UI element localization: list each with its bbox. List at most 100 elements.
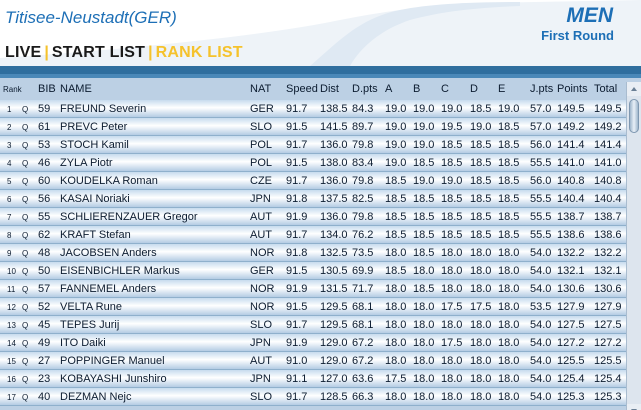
tab-live[interactable]: LIVE <box>5 44 42 61</box>
row-judge-e: 18.5 <box>498 175 520 187</box>
table-row[interactable]: 10 Q 50 EISENBICHLER Markus GER 91.5 130.5 69.9… <box>0 262 626 280</box>
row-judge-e: 18.5 <box>498 193 520 205</box>
row-judge-a: 19.0 <box>385 103 407 115</box>
table-row[interactable]: 5 Q 60 KOUDELKA Roman CZE 91.7 136.0 79.8 18.5 19… <box>0 172 626 190</box>
table-row[interactable]: 2 Q 61 PREVC Peter SLO 91.5 141.5 89.7 19.0 19.0 1… <box>0 118 626 136</box>
row-distance: 136.0 <box>320 175 348 187</box>
table-row[interactable]: 15 Q 27 POPPINGER Manuel AUT 91.0 129.0 67.2 18.… <box>0 352 626 370</box>
row-judge-b: 18.5 <box>413 247 435 259</box>
row-qualified-flag: Q <box>22 141 29 150</box>
row-points: 138.7 <box>557 211 585 223</box>
col-header-nat: NAT <box>250 83 272 95</box>
scroll-up-arrow-icon[interactable] <box>627 82 641 96</box>
col-header-a: A <box>385 83 393 95</box>
row-distance-points: 67.2 <box>352 355 374 367</box>
row-judge-e: 18.0 <box>498 391 520 403</box>
row-judge-a: 18.0 <box>385 355 407 367</box>
table-row[interactable]: 7 Q 55 SCHLIERENZAUER Gregor AUT 91.9 136.0 79.… <box>0 208 626 226</box>
row-speed: 91.5 <box>286 301 308 313</box>
row-points: 141.4 <box>557 139 585 151</box>
row-judge-d: 17.5 <box>470 301 492 313</box>
row-rank: 5 <box>7 177 12 186</box>
row-judge-points: 57.0 <box>530 103 552 115</box>
row-rank: 7 <box>7 213 12 222</box>
col-header-name: NAME <box>60 83 92 95</box>
row-judge-c: 18.0 <box>441 355 463 367</box>
row-total: 141.0 <box>594 157 622 169</box>
row-nation: NOR <box>250 283 275 295</box>
tab-separator: | <box>148 44 153 61</box>
table-row[interactable]: 4 Q 46 ZYLA Piotr POL 91.5 138.0 83.4 19.0 18.5 18… <box>0 154 626 172</box>
row-distance: 129.5 <box>320 319 348 331</box>
row-judge-d: 18.5 <box>470 193 492 205</box>
table-row[interactable]: 13 Q 45 TEPES Jurij SLO 91.7 129.5 68.1 18.0 18.0… <box>0 316 626 334</box>
row-points: 149.5 <box>557 103 585 115</box>
row-total: 127.2 <box>594 337 622 349</box>
row-athlete-name: EISENBICHLER Markus <box>60 265 180 277</box>
table-row[interactable]: 9 Q 48 JACOBSEN Anders NOR 91.8 132.5 73.5 18.0 1… <box>0 244 626 262</box>
scroll-down-arrow-icon[interactable] <box>627 404 641 410</box>
row-judge-d: 18.0 <box>470 373 492 385</box>
row-judge-b: 18.0 <box>413 265 435 277</box>
table-row[interactable]: 11 Q 57 FANNEMEL Anders NOR 91.9 131.5 71.7 18.0… <box>0 280 626 298</box>
row-judge-b: 18.0 <box>413 355 435 367</box>
col-header-points: Points <box>557 83 588 95</box>
row-judge-d: 18.5 <box>470 229 492 241</box>
row-athlete-name: FANNEMEL Anders <box>60 283 157 295</box>
row-nation: GER <box>250 265 274 277</box>
row-athlete-name: KASAI Noriaki <box>60 193 130 205</box>
row-nation: SLO <box>250 121 273 133</box>
table-row[interactable]: 14 Q 49 ITO Daiki JPN 91.9 129.0 67.2 18.0 18.0 17… <box>0 334 626 352</box>
row-judge-e: 19.0 <box>498 103 520 115</box>
scroll-thumb[interactable] <box>629 99 639 133</box>
row-rank: 17 <box>7 393 16 402</box>
row-judge-points: 57.0 <box>530 121 552 133</box>
row-speed: 91.8 <box>286 247 308 259</box>
row-points: 127.2 <box>557 337 585 349</box>
row-athlete-name: ITO Daiki <box>60 337 106 349</box>
table-row[interactable]: 12 Q 52 VELTA Rune NOR 91.5 129.5 68.1 18.0 18.0 1… <box>0 298 626 316</box>
row-judge-c: 18.0 <box>441 319 463 331</box>
table-row[interactable]: 1 Q 59 FREUND Severin GER 91.7 138.5 84.3 19.0 19… <box>0 100 626 118</box>
vertical-scrollbar[interactable] <box>626 82 641 410</box>
row-judge-points: 54.0 <box>530 247 552 259</box>
row-judge-c: 18.0 <box>441 373 463 385</box>
row-judge-points: 54.0 <box>530 319 552 331</box>
row-athlete-name: POPPINGER Manuel <box>60 355 165 367</box>
table-row[interactable]: 3 Q 53 STOCH Kamil POL 91.7 136.0 79.8 19.0 19.0 1… <box>0 136 626 154</box>
row-judge-e: 18.0 <box>498 319 520 331</box>
row-judge-d: 18.0 <box>470 355 492 367</box>
table-row[interactable]: 8 Q 62 KRAFT Stefan AUT 91.7 134.0 76.2 18.5 18.5… <box>0 226 626 244</box>
table-row[interactable]: 16 Q 23 KOBAYASHI Junshiro JPN 91.1 127.0 63.6 1… <box>0 370 626 388</box>
row-bib: 23 <box>38 373 51 385</box>
row-judge-c: 19.0 <box>441 103 463 115</box>
tab-start-list[interactable]: START LIST <box>51 44 146 61</box>
row-judge-e: 18.0 <box>498 301 520 313</box>
row-judge-d: 18.5 <box>470 211 492 223</box>
row-distance: 141.5 <box>320 121 348 133</box>
col-header-speed: Speed <box>286 83 318 95</box>
col-header-c: C <box>441 83 449 95</box>
row-judge-a: 18.0 <box>385 391 407 403</box>
row-qualified-flag: Q <box>22 267 29 276</box>
row-judge-a: 17.5 <box>385 373 407 385</box>
row-nation: AUT <box>250 229 272 241</box>
row-judge-points: 54.0 <box>530 355 552 367</box>
row-nation: SLO <box>250 391 273 403</box>
row-judge-points: 55.5 <box>530 157 552 169</box>
row-total: 140.4 <box>594 193 622 205</box>
row-judge-c: 18.5 <box>441 193 463 205</box>
row-judge-b: 19.0 <box>413 139 435 151</box>
row-distance: 131.5 <box>320 283 348 295</box>
row-rank: 3 <box>7 141 12 150</box>
row-bib: 56 <box>38 193 51 205</box>
tab-rank-list[interactable]: RANK LIST <box>155 44 243 61</box>
table-row[interactable]: 17 Q 40 DEZMAN Nejc SLO 91.7 128.5 66.3 18.0 18.0… <box>0 388 626 406</box>
row-judge-a: 18.5 <box>385 265 407 277</box>
table-row[interactable]: 6 Q 56 KASAI Noriaki JPN 91.8 137.5 82.5 18.5 18.… <box>0 190 626 208</box>
row-distance-points: 68.1 <box>352 301 374 313</box>
row-qualified-flag: Q <box>22 357 29 366</box>
row-nation: JPN <box>250 373 271 385</box>
row-distance-points: 73.5 <box>352 247 374 259</box>
row-points: 140.4 <box>557 193 585 205</box>
